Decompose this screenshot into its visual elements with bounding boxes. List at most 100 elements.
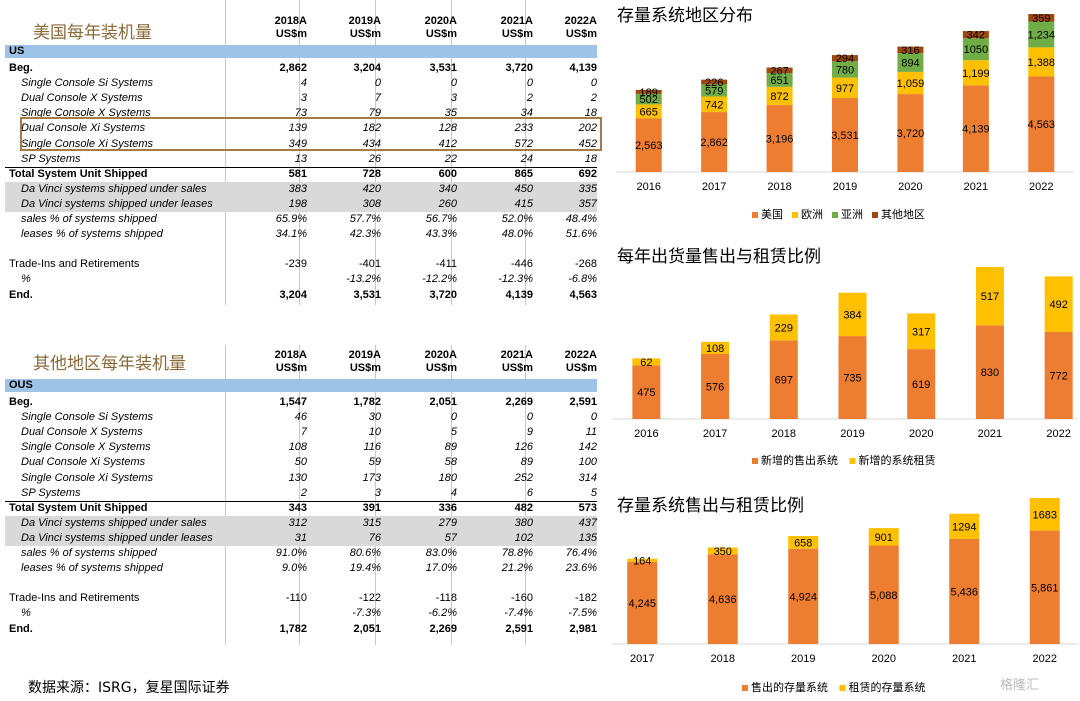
row-value: 865 [514,167,533,180]
region-band: US [5,45,597,58]
row-value: 17.0% [425,562,457,575]
column-header: 2021A US$m [463,349,533,375]
data-label: 4,563 [1028,119,1056,131]
data-label: 3,531 [831,130,859,142]
column-year: 2021A [500,15,533,27]
row-value: 5 [450,426,457,439]
data-label: 1050 [964,44,988,56]
table-gridline [451,345,452,645]
bar-segment [701,341,730,355]
legend-label: 其他地区 [881,208,925,221]
column-unit: US$m [565,362,597,374]
legend-swatch [752,212,758,218]
row-value: 108 [288,441,307,454]
table-row [5,576,597,591]
bar-segment [1029,498,1060,531]
row-value: 89 [520,456,533,469]
source-note: 数据来源：ISRG，复星国际证券 [28,680,230,696]
chart1-title: 存量系统地区分布 [617,6,753,26]
row-label: Total System Unit Shipped [9,501,148,514]
bar-segment [1028,14,1055,22]
chart-annual-sales-lease-bar: 475 62 2016 576 108 2017 697 229 2018 735 384 2019 6… [612,267,1078,467]
data-label: 164 [633,555,651,567]
row-value: 383 [288,182,307,195]
row-value: 42.3% [349,228,381,241]
table-row: End. 1,782 2,051 2,269 2,591 2,981 [5,622,597,637]
data-label: 1294 [952,521,976,533]
data-label: 651 [770,75,788,87]
data-label: 108 [706,343,724,355]
data-label: 665 [640,106,658,118]
row-label: Da Vinci systems shipped under leases [21,531,213,544]
column-year: 2019A [348,349,381,361]
region-band-label: US [9,45,25,57]
data-label: 2,862 [700,137,728,149]
bar-segment [632,358,661,366]
data-label: 4,139 [962,124,990,136]
row-value: 11 [585,426,597,439]
bar-segment [975,267,1004,326]
row-value: 10 [368,426,381,439]
row-value: 1,782 [353,396,381,408]
watermark-logo: 格隆汇 [1000,678,1040,693]
row-value: 4 [450,486,457,499]
row-value: -12.3% [498,273,533,286]
table-row: Da Vinci systems shipped under leases 198… [5,196,597,212]
column-year: 2020A [424,15,457,27]
bar-segment [627,561,658,644]
row-value: 73 [294,107,307,120]
row-value: 314 [578,471,597,484]
x-tick-label: 2016 [636,181,660,193]
data-label: 1,388 [1028,57,1056,69]
row-value: 180 [438,471,457,484]
x-tick-label: 2017 [702,181,726,193]
data-label: 901 [875,532,893,544]
bar-segment [962,31,989,39]
row-value: -268 [574,258,597,271]
row-value: 58 [444,456,457,469]
table-row: Total System Unit Shipped 343 391 336 482 573 [5,501,597,516]
legend-label: 售出的存量系统 [751,680,828,694]
bar-segment [907,349,936,419]
bar-segment [701,79,728,85]
column-unit: US$m [275,28,307,40]
row-value: 600 [438,167,457,180]
column-header: 2018A US$m [237,15,307,41]
row-value: -7.5% [568,607,597,620]
ous-table: 其他地区每年装机量 2018A US$m 2019A US$m 2020A US$m 202… [5,345,597,645]
x-tick-label: 2022 [1046,428,1070,440]
bar-segment [635,104,662,119]
row-value: 9 [526,426,533,439]
x-tick-label: 2019 [833,181,857,193]
column-year: 2022A [564,15,597,27]
row-value: 343 [288,501,307,514]
x-tick-label: 2016 [634,428,658,440]
row-value: 573 [578,501,597,514]
row-label: End. [9,288,33,301]
column-header: 2019A US$m [311,349,381,375]
row-value: 3 [300,92,307,105]
row-label: Single Console Si Systems [21,411,154,424]
table-row: % -7.3% -6.2% -7.4% -7.5% [5,606,597,621]
table-row: Dual Console X Systems 7 10 5 9 11 [5,425,597,440]
row-value: -160 [510,592,533,605]
bar-segment [1028,47,1055,77]
bar-segment [868,528,899,546]
row-value: 83.0% [425,547,457,559]
chart3-title: 存量系统售出与租赁比例 [617,496,804,516]
x-tick-label: 2019 [791,653,815,665]
row-value: 1,782 [279,622,307,635]
bar-segment [897,94,924,172]
table-row: Trade-Ins and Retirements -239 -401 -411 -44… [5,257,597,272]
row-value: 437 [578,516,597,529]
row-value: -7.3% [352,607,381,620]
row-value: 59 [368,456,381,469]
row-label: Single Console X Systems [21,107,151,120]
row-label: Single Console Xi Systems [21,137,154,150]
row-value: -401 [358,258,381,271]
row-value: 2,269 [505,396,533,408]
x-tick-label: 2017 [630,653,654,665]
row-label: Single Console X Systems [21,441,151,454]
row-value: 2 [300,486,307,499]
row-value: 173 [362,471,381,484]
